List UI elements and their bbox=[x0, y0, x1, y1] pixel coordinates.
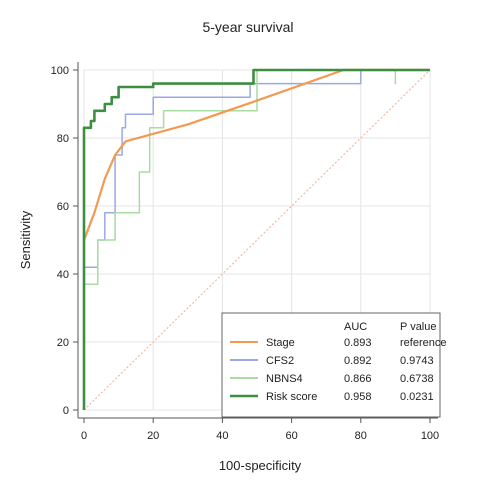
y-tick-label: 80 bbox=[57, 133, 69, 145]
legend-header-auc: AUC bbox=[344, 321, 367, 333]
legend-rows: Stage 0.893 reference CFS2 0.892 0.9743 NBNS4 0… bbox=[230, 337, 446, 403]
legend-pvalue-cfs2: 0.9743 bbox=[400, 355, 434, 367]
series-line-risk-score bbox=[82, 68, 430, 410]
x-tick-label: 100 bbox=[421, 430, 439, 442]
legend-auc-cfs2: 0.892 bbox=[344, 355, 372, 367]
y-tick-label: 60 bbox=[57, 201, 69, 213]
series-line-stage bbox=[82, 68, 430, 241]
y-tick-label: 40 bbox=[57, 269, 69, 281]
legend-pvalue-nbns4: 0.6738 bbox=[400, 373, 434, 385]
x-tick-label: 20 bbox=[147, 430, 159, 442]
legend-pvalue-stage: reference bbox=[400, 337, 446, 349]
legend-name-nbns4: NBNS4 bbox=[266, 373, 303, 385]
legend-auc-risk-score: 0.958 bbox=[344, 391, 372, 403]
y-tick-label: 100 bbox=[51, 65, 69, 77]
reference-line bbox=[83, 69, 431, 411]
x-axis-label: 100-specificity bbox=[219, 458, 302, 473]
ticks: 0 20 40 60 80 100 0 20 40 60 80 100 bbox=[51, 65, 440, 442]
legend-pvalue-risk-score: 0.0231 bbox=[400, 391, 434, 403]
chart-title: 5-year survival bbox=[202, 19, 293, 35]
x-tick-label: 60 bbox=[285, 430, 297, 442]
legend-auc-nbns4: 0.866 bbox=[344, 373, 372, 385]
series-lines bbox=[82, 68, 430, 410]
x-tick-label: 40 bbox=[216, 430, 228, 442]
legend-name-cfs2: CFS2 bbox=[266, 355, 294, 367]
y-tick-label: 0 bbox=[63, 405, 69, 417]
x-tick-label: 80 bbox=[355, 430, 367, 442]
axes bbox=[77, 62, 438, 419]
legend-header-pvalue: P value bbox=[400, 321, 437, 333]
legend-name-risk-score: Risk score bbox=[266, 391, 317, 403]
legend-name-stage: Stage bbox=[266, 337, 295, 349]
y-tick-label: 20 bbox=[57, 337, 69, 349]
y-axis-label: Sensitivity bbox=[18, 210, 33, 269]
x-tick-label: 0 bbox=[81, 430, 87, 442]
legend: AUC P value Stage 0.893 reference CFS2 0.892… bbox=[221, 312, 446, 418]
legend-auc-stage: 0.893 bbox=[344, 337, 372, 349]
series-line-nbns4 bbox=[83, 69, 430, 410]
reference-diagonal bbox=[83, 69, 431, 411]
legend-box bbox=[221, 312, 441, 418]
